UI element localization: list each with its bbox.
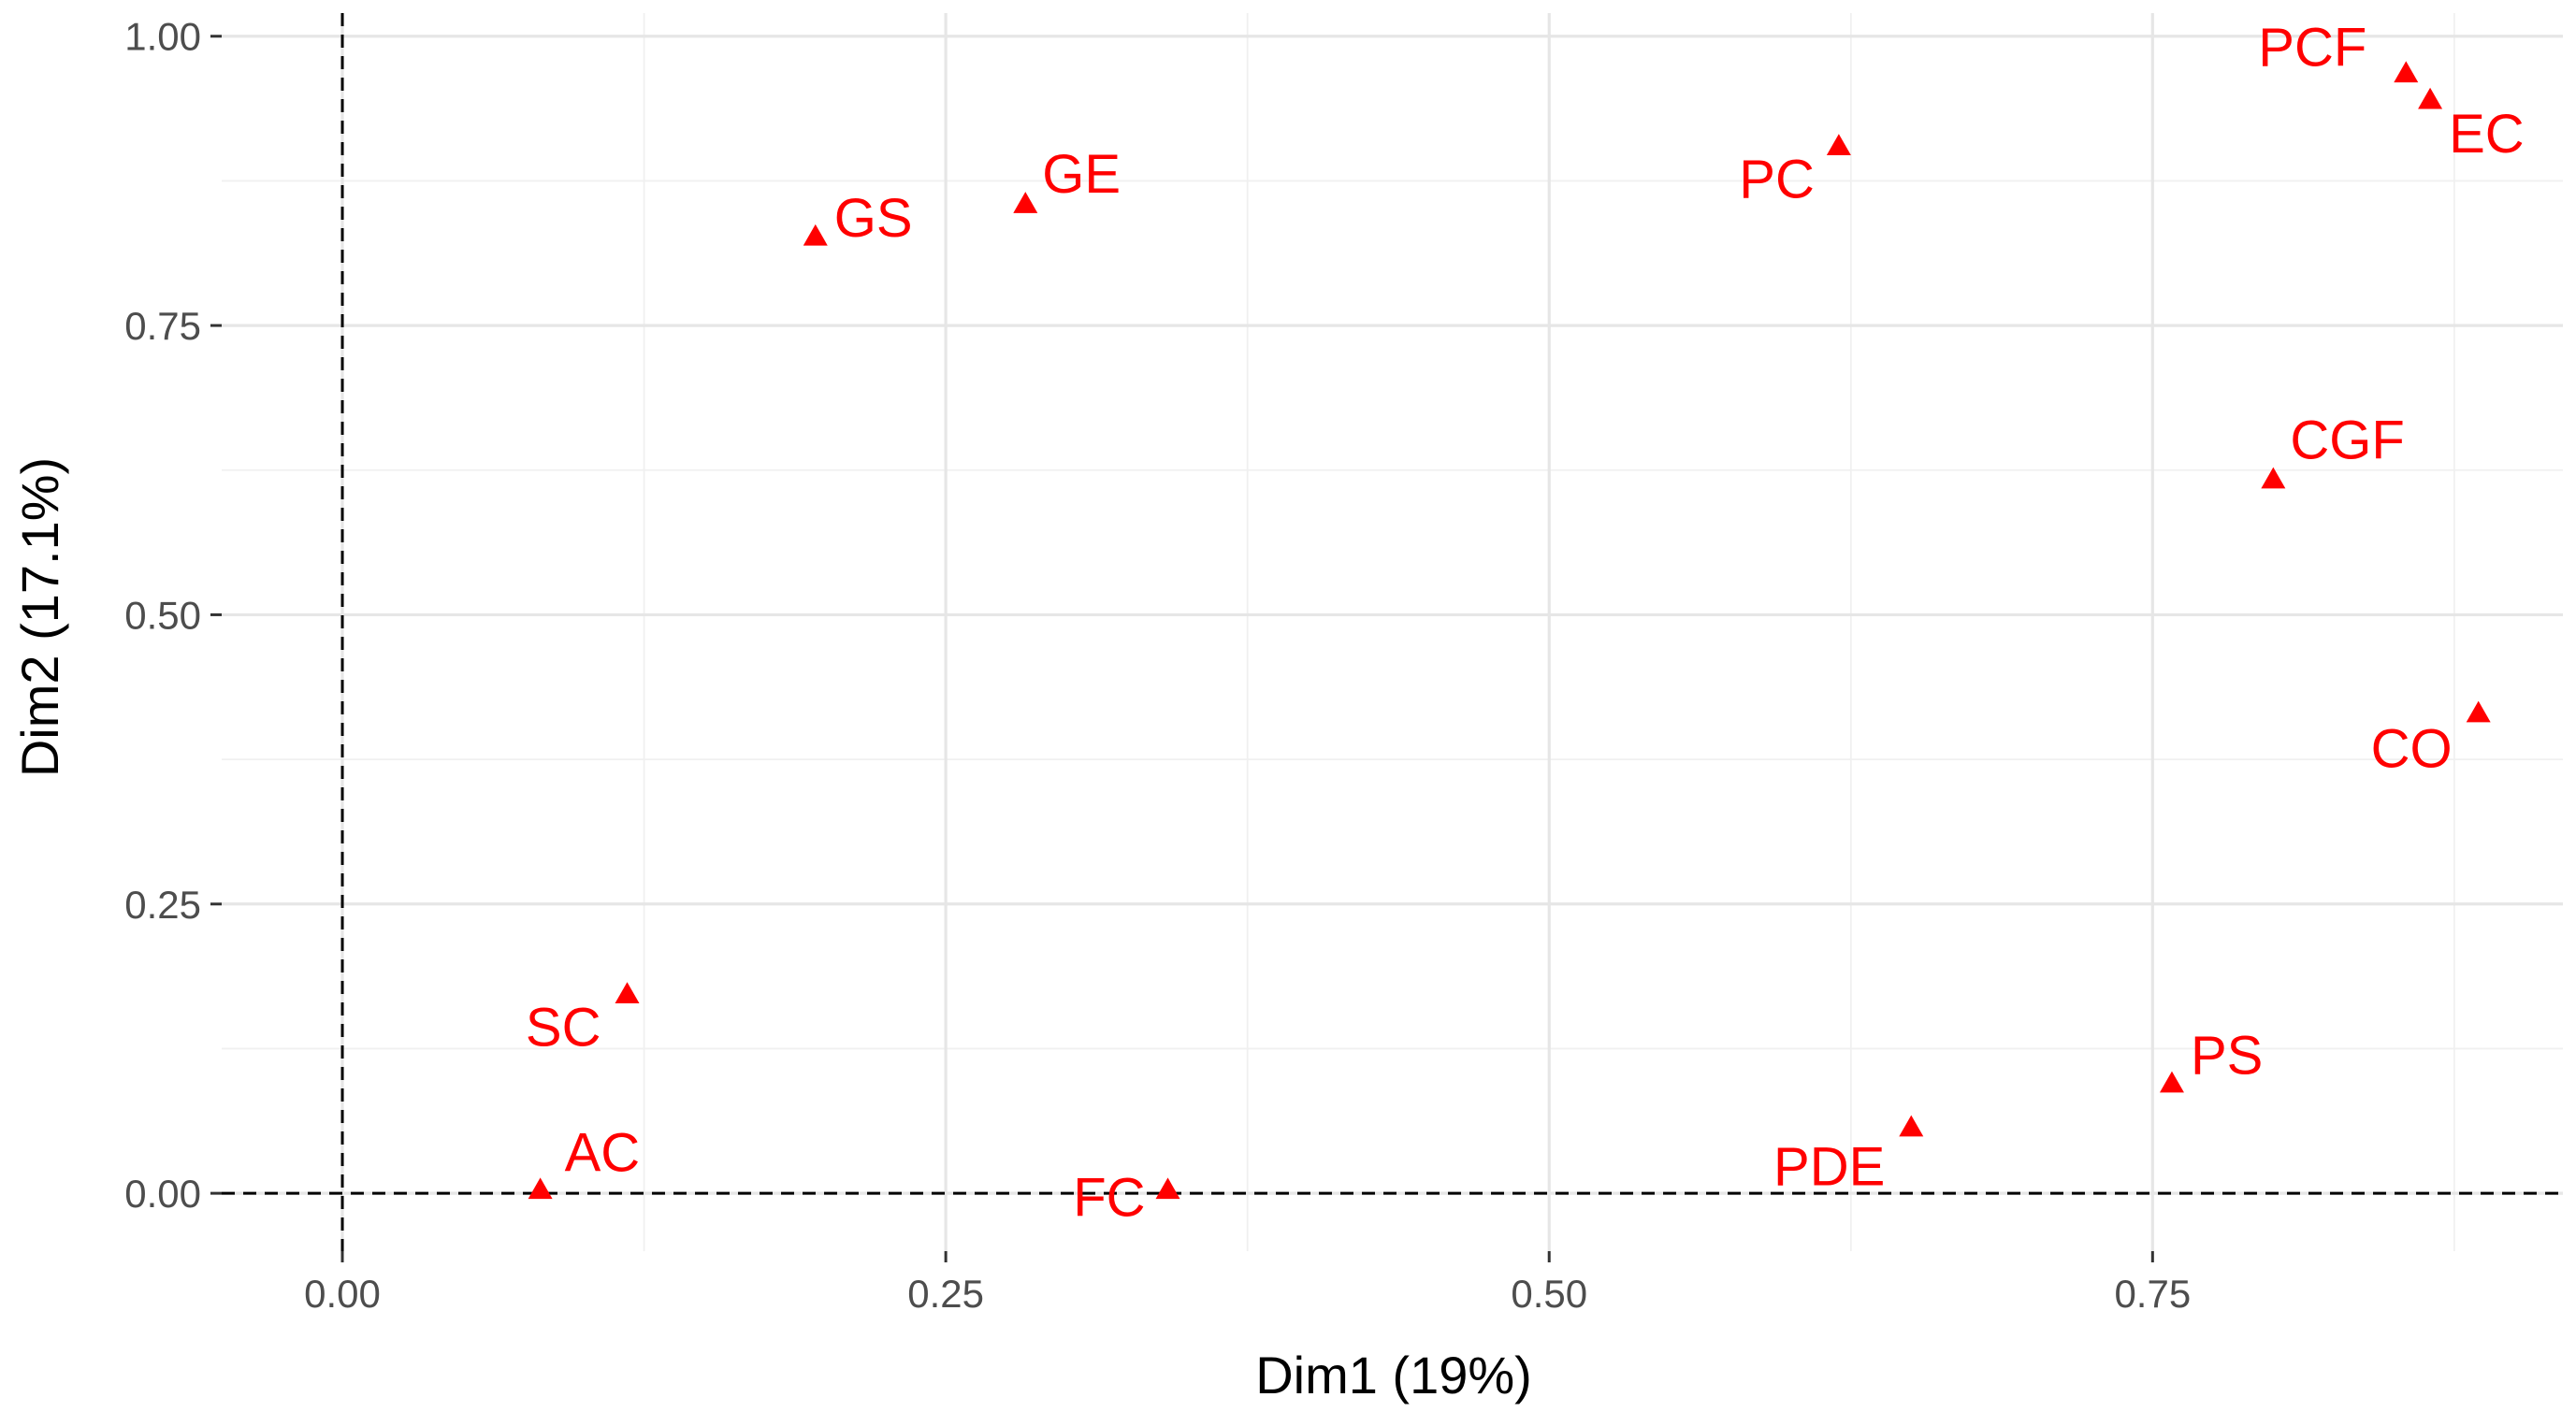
point-label: GE	[1042, 144, 1121, 205]
point-marker	[615, 982, 640, 1004]
point-marker	[1155, 1177, 1180, 1200]
x-tick-label: 0.75	[2114, 1272, 2191, 1316]
point-label: AC	[565, 1122, 641, 1183]
axis-ticks: 0.00 0.25 0.50 0.75 0.00 0.25 0.50 0.75 1.00	[124, 15, 2191, 1316]
point-label: FC	[1073, 1167, 1145, 1228]
point-marker	[2466, 700, 2491, 723]
y-tick-label: 0.25	[124, 883, 201, 927]
data-point: CO	[2371, 700, 2491, 780]
y-tick-label: 0.00	[124, 1172, 201, 1216]
x-axis-title: Dim1 (19%)	[1255, 1346, 1532, 1404]
point-marker	[1899, 1115, 1924, 1137]
point-marker	[803, 223, 828, 246]
point-label: CGF	[2290, 411, 2404, 471]
data-point: EC	[2418, 87, 2525, 165]
x-tick-label: 0.25	[907, 1272, 984, 1316]
data-point: GS	[803, 188, 913, 249]
point-marker	[1826, 134, 1851, 156]
point-label: GS	[834, 188, 913, 249]
y-axis-title: Dim2 (17.1%)	[10, 457, 69, 777]
data-point: FC	[1073, 1167, 1180, 1228]
y-tick-label: 0.50	[124, 593, 201, 637]
point-label: EC	[2449, 104, 2525, 165]
point-marker	[2394, 61, 2419, 83]
point-label: PDE	[1773, 1137, 1885, 1198]
point-label: SC	[526, 997, 601, 1058]
point-label: PCF	[2258, 17, 2366, 78]
data-point: PDE	[1773, 1115, 1924, 1198]
y-tick-label: 1.00	[124, 15, 201, 59]
point-marker	[528, 1177, 553, 1200]
y-tick-label: 0.75	[124, 304, 201, 348]
data-point: PCF	[2258, 17, 2419, 83]
reference-lines	[222, 13, 2563, 1251]
data-point: SC	[526, 982, 640, 1058]
point-label: CO	[2371, 719, 2453, 780]
point-marker	[2261, 467, 2286, 489]
data-point: CGF	[2261, 411, 2405, 489]
point-marker	[1013, 192, 1038, 213]
point-marker	[2159, 1071, 2184, 1093]
data-point: GE	[1013, 144, 1121, 213]
point-marker	[2418, 87, 2443, 109]
data-point: AC	[528, 1122, 641, 1200]
data-points: PCF EC PC GE GS CGF CO SC PS PDE AC FC	[526, 17, 2525, 1228]
x-tick-label: 0.50	[1511, 1272, 1587, 1316]
point-label: PC	[1739, 149, 1815, 209]
x-tick-label: 0.00	[304, 1272, 381, 1316]
data-point: PS	[2159, 1026, 2263, 1093]
point-label: PS	[2191, 1026, 2263, 1087]
data-point: PC	[1739, 134, 1851, 209]
